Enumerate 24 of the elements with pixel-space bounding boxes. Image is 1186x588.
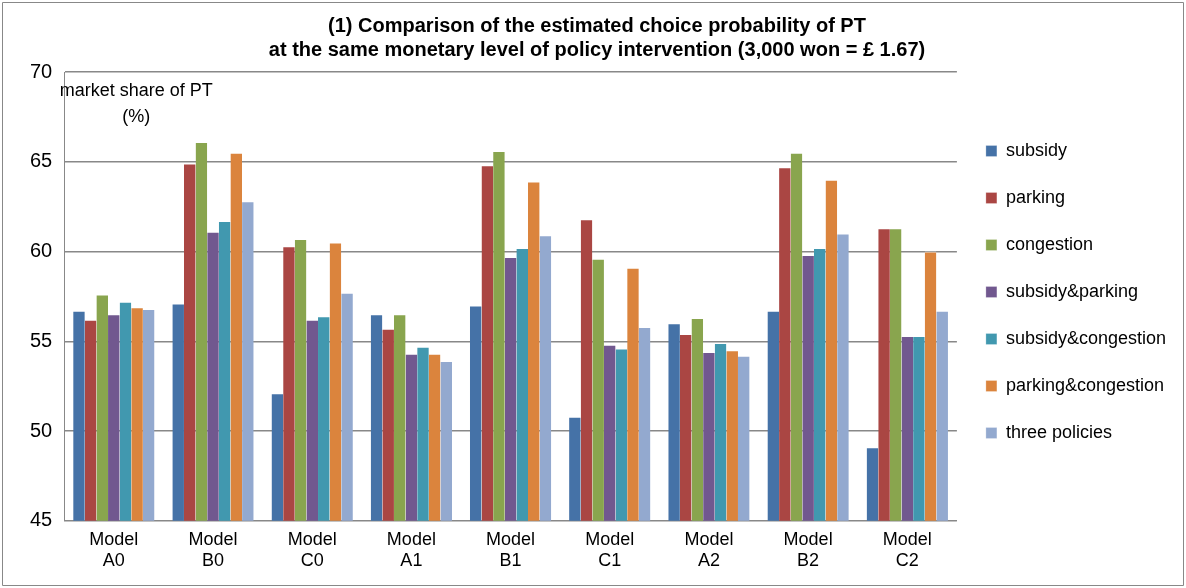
x-tick-label: Model B1 bbox=[486, 528, 536, 571]
x-tick-label: Model A2 bbox=[684, 528, 734, 571]
y-tick-label: 70 bbox=[30, 59, 53, 82]
x-tick-label: Model C2 bbox=[882, 528, 932, 571]
legend-label: parking&congestion bbox=[1005, 374, 1165, 395]
legend-label: subsidy bbox=[1005, 139, 1067, 160]
x-tick-label: Model A0 bbox=[89, 528, 139, 571]
legend-label: three policies bbox=[1005, 421, 1112, 442]
chart-title: (1) Comparison of the estimated choice probability of PT at the same monetary level of policy intervention (3,000 won = £ 1.67) bbox=[268, 13, 926, 60]
legend-label: subsidy&parking bbox=[1005, 280, 1138, 301]
x-tick-label: Model C0 bbox=[287, 528, 337, 571]
x-tick-label: Model C1 bbox=[585, 528, 635, 571]
y-tick-label: 50 bbox=[30, 418, 53, 441]
y-axis-title: market share of PT (%) bbox=[59, 79, 213, 126]
x-tick-label: Model A1 bbox=[386, 528, 436, 571]
legend-label: subsidy&congestion bbox=[1005, 327, 1167, 348]
y-tick-label: 60 bbox=[30, 239, 53, 262]
y-tick-label: 55 bbox=[30, 328, 53, 351]
legend-label: congestion bbox=[1005, 233, 1093, 254]
x-tick-label: Model B2 bbox=[783, 528, 833, 571]
y-tick-label: 65 bbox=[30, 149, 53, 172]
y-tick-label: 45 bbox=[30, 508, 53, 531]
x-tick-label: Model B0 bbox=[188, 528, 238, 571]
legend-label: parking bbox=[1005, 186, 1065, 207]
